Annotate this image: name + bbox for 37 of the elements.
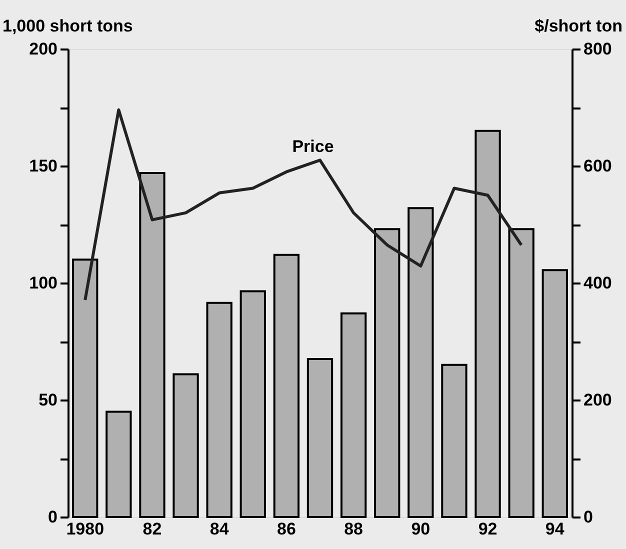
bar [72,258,98,518]
y2-tick-label: 0 [584,508,593,526]
bar [441,364,468,518]
bar [106,410,132,518]
x-tick-label: 86 [276,520,296,538]
bar [240,290,266,518]
bar [340,312,367,518]
bar [508,228,534,518]
y2-tick-label: 600 [584,156,612,176]
bar [542,269,568,518]
x-tick-label: 92 [478,520,498,538]
x-tick-label: 1980 [66,520,104,538]
bar [273,254,300,518]
y-tick-label: 150 [29,156,58,176]
bar [374,228,400,518]
y-tick-label: 100 [29,274,58,292]
x-tick-label: 90 [411,520,430,538]
x-tick-label: 84 [210,520,230,538]
y2-axis-title: $/short ton [534,16,622,36]
x-tick-label: 82 [142,520,162,538]
series-label: Price [292,137,334,156]
bar [474,130,501,518]
line-series [84,108,523,302]
y2-tick-label: 400 [584,274,612,292]
y2-tick-label: 800 [584,40,612,58]
x-tick-label: 88 [344,520,364,538]
x-tick-label: 94 [545,520,565,538]
bar [206,302,232,518]
y-tick-label: 50 [38,390,58,410]
bar [172,373,199,518]
y-axis-title: 1,000 short tons [2,16,133,36]
y2-tick-label: 200 [584,390,612,410]
y-tick-label: 0 [48,508,58,526]
bar [306,358,334,518]
bar [408,207,434,518]
bar [139,172,166,518]
y-tick-label: 200 [29,40,58,58]
